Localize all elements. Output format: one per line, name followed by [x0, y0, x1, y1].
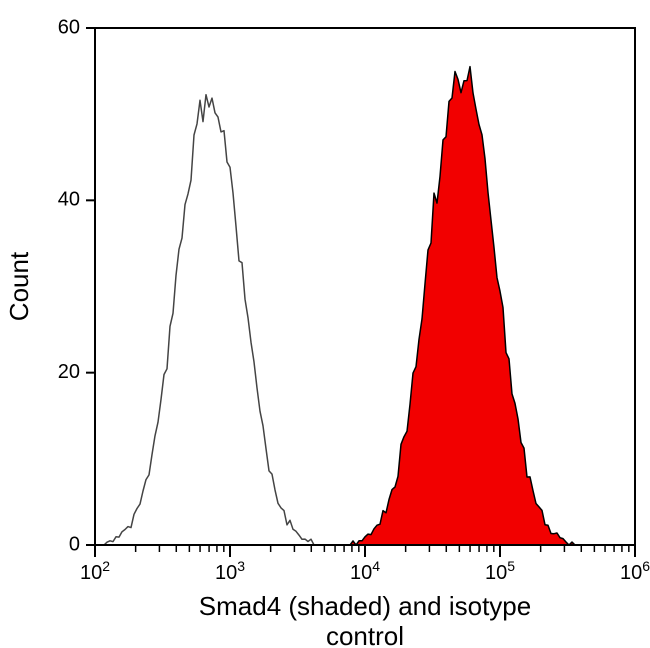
y-tick-label: 20 — [58, 361, 80, 383]
x-axis-label-line1: Smad4 (shaded) and isotype — [199, 591, 531, 621]
x-axis-label-line2: control — [326, 621, 404, 648]
y-axis-label: Count — [4, 251, 34, 321]
flow-cytometry-chart: 0204060102103104105106CountSmad4 (shaded… — [0, 0, 650, 648]
y-tick-label: 40 — [58, 189, 80, 211]
y-tick-label: 60 — [58, 16, 80, 38]
y-tick-label: 0 — [69, 533, 80, 555]
